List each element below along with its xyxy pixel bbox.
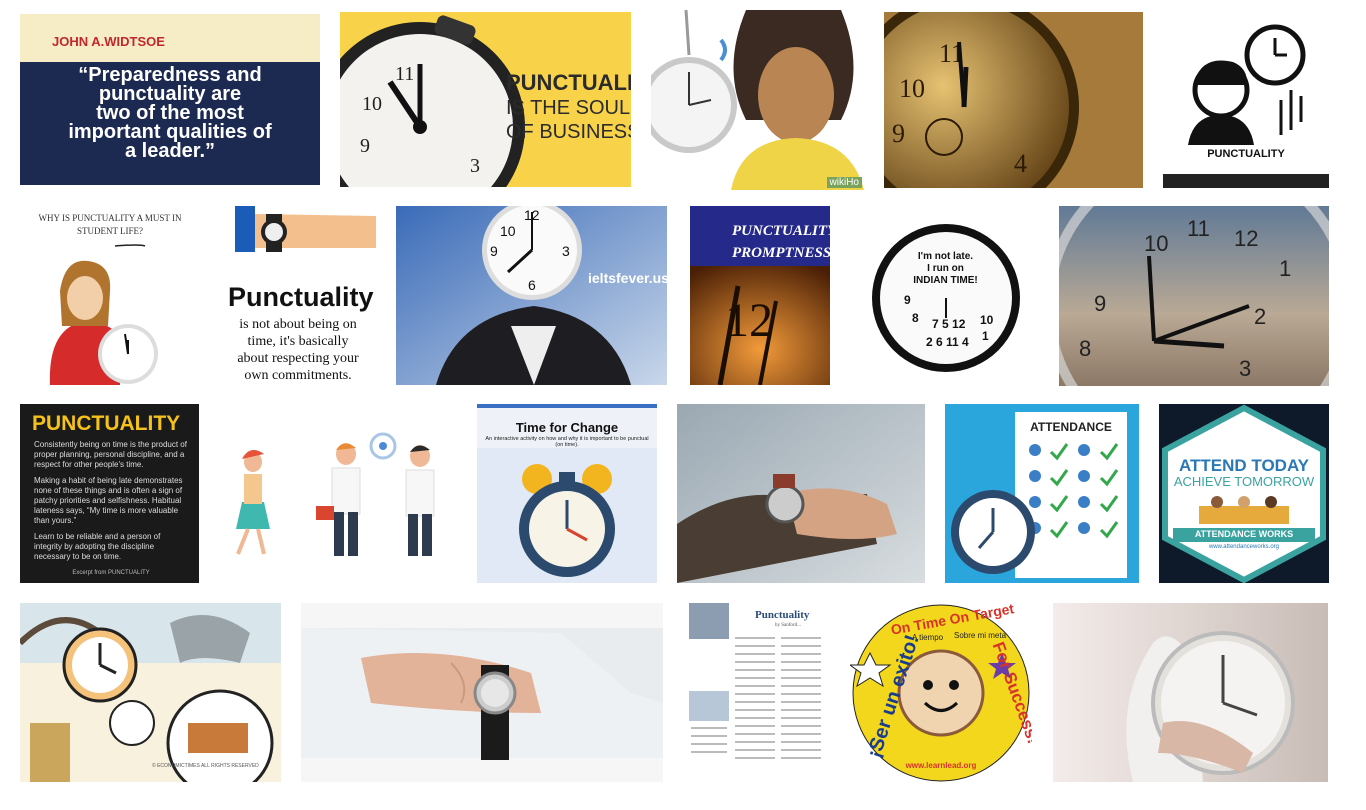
image-result[interactable] bbox=[1053, 603, 1328, 782]
svg-text:3: 3 bbox=[562, 243, 570, 259]
smiling-clock-sticker bbox=[850, 604, 1030, 782]
svg-text:10: 10 bbox=[980, 313, 994, 327]
tile-label: PUNCTUALITY bbox=[1207, 148, 1285, 160]
image-result[interactable]: 12 10 9 3 6 ieltsfever.us bbox=[396, 206, 667, 385]
image-result[interactable]: JOHN A.WIDTSOE “Preparedness and punctual… bbox=[20, 14, 320, 185]
cartoon-clocks-illustration bbox=[20, 603, 281, 782]
svg-text:8: 8 bbox=[912, 311, 919, 325]
svg-text:10: 10 bbox=[362, 93, 382, 115]
svg-text:3: 3 bbox=[1239, 356, 1251, 381]
pocket-watch-woman-illustration bbox=[651, 10, 864, 190]
image-result[interactable]: On Time On Target A tiempo Sobre mi meta… bbox=[850, 603, 1032, 782]
image-result[interactable]: 10 11 12 1 2 3 9 8 bbox=[1059, 206, 1329, 386]
image-result[interactable]: wikiHo bbox=[651, 10, 864, 190]
image-result[interactable]: Time for Change An interactive activity … bbox=[477, 404, 657, 583]
image-result[interactable]: 12 PUNCTUALITY &PROMPTNESS bbox=[690, 206, 830, 385]
svg-text:9: 9 bbox=[490, 243, 498, 259]
image-result[interactable]: © ECONOMICTIMES ALL RIGHTS RESERVED bbox=[20, 603, 281, 782]
student-girl-clock-illustration bbox=[49, 244, 158, 385]
antique-clock-photo: 10 11 9 4 bbox=[884, 12, 1143, 188]
svg-text:9: 9 bbox=[360, 135, 370, 157]
watermark: wikiHo bbox=[826, 177, 862, 188]
image-result[interactable]: WHY IS PUNCTUALITY A MUST IN STUDENT LIFE… bbox=[20, 206, 200, 385]
alarm-clock-icon: 10 11 9 3 bbox=[340, 12, 631, 187]
tile-body: is not about being on time, it's basicall… bbox=[237, 317, 359, 383]
attendance-checklist-icon bbox=[945, 404, 1139, 583]
sticker-small1: A tiempo bbox=[912, 633, 944, 642]
image-result[interactable]: PUNCTUALITY Consistently being on time i… bbox=[20, 404, 199, 583]
svg-text:2 6 11 4: 2 6 11 4 bbox=[926, 335, 969, 349]
wristwatch-photo bbox=[301, 603, 663, 782]
svg-text:12: 12 bbox=[1234, 226, 1258, 251]
svg-text:10: 10 bbox=[1144, 231, 1168, 256]
badge-line2: ACHIEVE TOMORROW bbox=[1173, 474, 1315, 489]
svg-text:6: 6 bbox=[528, 277, 536, 293]
sticker-url: www.learnlead.org bbox=[905, 761, 977, 770]
checking-watch-photo bbox=[677, 404, 925, 583]
top-bar bbox=[477, 404, 657, 408]
document-page bbox=[685, 603, 830, 782]
tile-title: Punctuality bbox=[228, 282, 374, 312]
image-result[interactable]: Punctuality is not about being on time, i… bbox=[220, 206, 376, 385]
tile-subtitle: IS THE SOUL OF BUSINESS bbox=[506, 97, 631, 143]
person-clock-icon bbox=[1163, 10, 1329, 188]
svg-text:11: 11 bbox=[1187, 216, 1210, 241]
clock-face-closeup: 12 bbox=[690, 206, 830, 385]
people-running-late-illustration bbox=[236, 432, 435, 556]
quote-header-band bbox=[20, 14, 320, 62]
svg-text:1: 1 bbox=[1279, 256, 1291, 281]
quote-text: “Preparedness and punctuality are two of t… bbox=[68, 64, 272, 162]
svg-text:9: 9 bbox=[904, 293, 911, 307]
image-result[interactable]: Punctuality by Sanford... bbox=[685, 603, 830, 782]
svg-text:10: 10 bbox=[500, 223, 516, 239]
svg-text:10: 10 bbox=[899, 74, 925, 103]
wristwatch-icon bbox=[235, 206, 376, 252]
transparent-clock-sky-photo: 10 11 12 1 2 3 9 8 bbox=[1059, 206, 1329, 386]
tile-title: PUNCTUALITY bbox=[506, 70, 631, 95]
svg-text:4: 4 bbox=[1014, 149, 1027, 178]
wall-clock-icon: 9 8 2 6 11 4 7 5 12 10 1 bbox=[872, 224, 1020, 372]
watermark: © ECONOMICTIMES ALL RIGHTS RESERVED bbox=[152, 763, 259, 769]
tile-title: PUNCTUALITY &PROMPTNESS bbox=[732, 223, 830, 261]
tile-title: PUNCTUALITY bbox=[32, 412, 181, 435]
image-result[interactable]: PUNCTUALITY bbox=[1163, 10, 1329, 188]
svg-text:9: 9 bbox=[1094, 291, 1106, 316]
clock-text: I'm not late. I run on INDIAN TIME! bbox=[913, 251, 978, 286]
image-result[interactable] bbox=[220, 404, 457, 583]
tile-title: ATTENDANCE bbox=[1030, 420, 1112, 434]
image-result[interactable] bbox=[301, 603, 663, 782]
image-result[interactable]: ATTENDANCE bbox=[945, 404, 1139, 583]
svg-text:8: 8 bbox=[1079, 336, 1091, 361]
svg-text:11: 11 bbox=[395, 63, 414, 85]
image-result[interactable]: 10 11 9 4 bbox=[884, 12, 1143, 188]
person-holding-clock-photo: 12 10 9 3 6 bbox=[396, 206, 667, 385]
doc-subtitle: by Sanford... bbox=[775, 623, 801, 628]
image-result[interactable] bbox=[677, 404, 925, 583]
sticker-small2: Sobre mi meta bbox=[954, 631, 1007, 640]
image-result[interactable]: ATTEND TODAY ACHIEVE TOMORROW ATTENDANCE… bbox=[1159, 404, 1329, 583]
doc-title: Punctuality bbox=[755, 609, 810, 621]
tile-subtitle: An interactive activity on how and why i… bbox=[485, 436, 649, 448]
quote-author: JOHN A.WIDTSOE bbox=[52, 34, 165, 49]
woman-holding-clock-photo bbox=[1053, 603, 1328, 782]
tile-body: Consistently being on time is the produc… bbox=[34, 440, 187, 576]
svg-text:2: 2 bbox=[1254, 304, 1266, 329]
badge-line1: ATTEND TODAY bbox=[1178, 456, 1310, 475]
tile-title: Time for Change bbox=[515, 420, 619, 435]
tile-question: WHY IS PUNCTUALITY A MUST IN STUDENT LIFE… bbox=[38, 213, 182, 236]
svg-text:9: 9 bbox=[892, 119, 905, 148]
svg-text:1: 1 bbox=[982, 329, 989, 343]
svg-text:3: 3 bbox=[470, 155, 480, 177]
image-result[interactable]: 9 8 2 6 11 4 7 5 12 10 1 I'm not late. I … bbox=[852, 206, 1039, 385]
watermark: ieltsfever.us bbox=[588, 270, 667, 286]
badge-banner: ATTENDANCE WORKS bbox=[1194, 529, 1294, 539]
svg-text:7 5 12: 7 5 12 bbox=[932, 317, 966, 331]
badge-url: www.attendanceworks.org bbox=[1208, 544, 1280, 550]
hexagon-badge bbox=[1159, 404, 1329, 583]
